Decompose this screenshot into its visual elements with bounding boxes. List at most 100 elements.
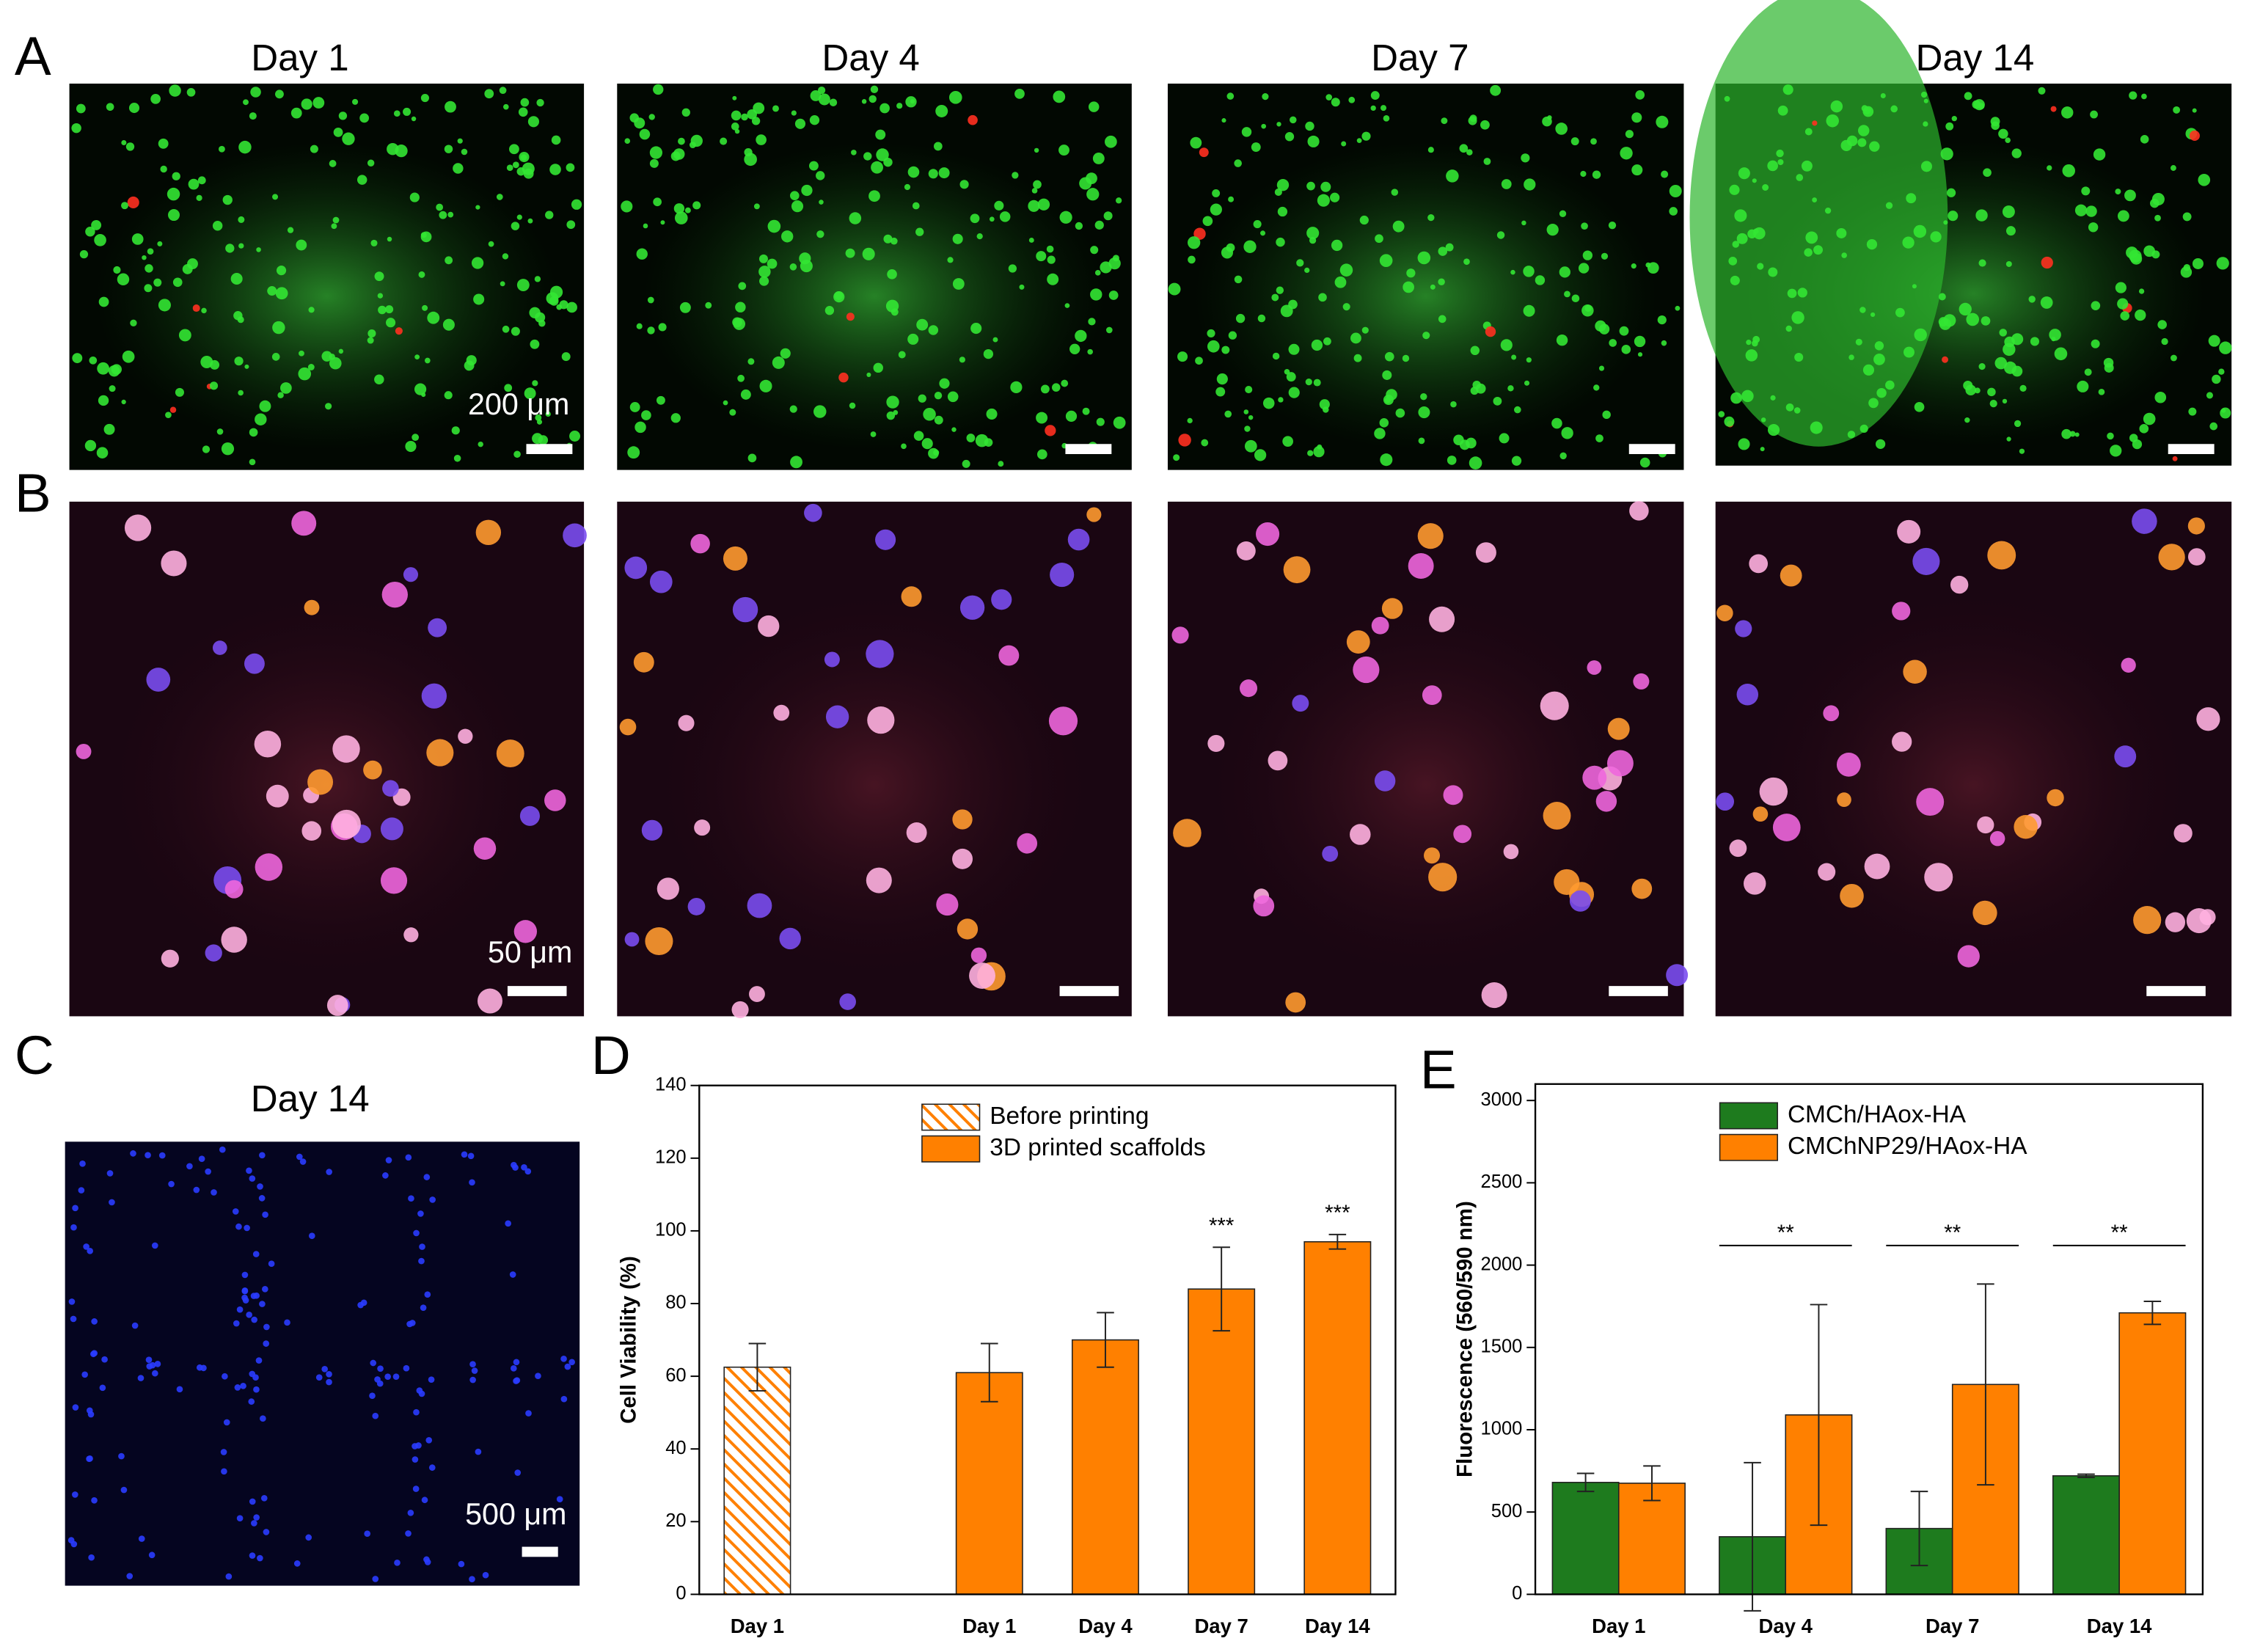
cell xyxy=(106,1170,114,1177)
cell xyxy=(367,159,375,167)
cell xyxy=(1629,501,1649,521)
cell xyxy=(656,395,665,405)
cell xyxy=(444,391,453,400)
cell xyxy=(633,651,654,673)
cell xyxy=(1384,351,1394,362)
cell xyxy=(512,161,519,169)
cell xyxy=(1943,220,1948,225)
cell xyxy=(883,157,893,167)
cell xyxy=(1468,116,1477,125)
panel-letter: E xyxy=(1420,1039,1457,1100)
cell xyxy=(913,431,924,441)
cell xyxy=(1254,449,1267,461)
cell xyxy=(106,103,114,112)
x-tick-label: Day 14 xyxy=(2087,1615,2152,1637)
cell xyxy=(382,780,399,797)
cell xyxy=(249,1175,256,1182)
cell xyxy=(678,714,695,731)
cell xyxy=(1661,170,1669,178)
cell xyxy=(1381,598,1403,619)
cell xyxy=(252,1251,260,1257)
cell xyxy=(634,117,646,129)
cell xyxy=(496,739,524,768)
error-bar xyxy=(1977,1283,1994,1486)
cell xyxy=(518,107,528,117)
cell xyxy=(1637,352,1643,357)
cell xyxy=(2132,508,2157,534)
cell xyxy=(307,769,334,795)
cell xyxy=(1228,196,1235,202)
cell xyxy=(1253,220,1262,229)
cell xyxy=(87,1411,95,1418)
cell xyxy=(545,211,554,219)
cell xyxy=(883,234,893,244)
scale-label: 200 μm xyxy=(468,387,569,421)
cell xyxy=(237,316,244,324)
image-glow xyxy=(1689,0,1948,447)
cell xyxy=(1607,717,1630,740)
cell xyxy=(756,134,767,145)
cell xyxy=(380,867,408,894)
cell xyxy=(779,927,801,950)
cell xyxy=(772,356,785,369)
scale-label: 500 μm xyxy=(465,1497,566,1531)
cell xyxy=(385,305,394,314)
cell xyxy=(649,158,659,168)
cell xyxy=(176,1386,183,1393)
cell xyxy=(473,293,485,305)
cell xyxy=(799,252,811,265)
y-axis-label: Cell Viability (%) xyxy=(617,1256,641,1424)
cell xyxy=(519,805,540,826)
panel-letter: C xyxy=(15,1024,54,1086)
cell xyxy=(395,145,408,158)
cell xyxy=(511,222,520,230)
cell xyxy=(499,87,507,95)
cell xyxy=(2085,205,2097,217)
cell xyxy=(2150,198,2160,208)
cell xyxy=(1846,135,1858,147)
cell xyxy=(904,183,911,191)
cell xyxy=(1094,270,1101,276)
cell xyxy=(308,1232,315,1240)
micrographs xyxy=(65,0,2232,1586)
cell xyxy=(79,249,89,259)
cell xyxy=(1036,251,1047,262)
cell xyxy=(418,1257,425,1265)
cell xyxy=(2115,189,2121,195)
cell xyxy=(1987,541,2016,570)
cell xyxy=(467,1152,475,1160)
cell xyxy=(1311,339,1323,351)
cell xyxy=(867,706,895,734)
cell xyxy=(513,920,538,943)
cell xyxy=(1304,267,1310,274)
cell xyxy=(1978,259,1986,267)
cell xyxy=(2061,106,2074,119)
cell xyxy=(733,318,746,330)
cell xyxy=(250,87,261,98)
cell xyxy=(1322,845,1339,862)
cell xyxy=(128,103,140,114)
micrograph xyxy=(617,501,1132,1018)
cell xyxy=(2014,815,2038,839)
cell xyxy=(535,414,542,421)
cell xyxy=(1256,522,1280,547)
cell xyxy=(1171,626,1189,644)
cell xyxy=(1730,275,1740,285)
cell xyxy=(329,357,342,370)
cell xyxy=(1923,98,1928,103)
cell xyxy=(1259,230,1266,236)
x-tick-label: Day 1 xyxy=(962,1615,1016,1637)
cell xyxy=(819,200,824,205)
cell xyxy=(71,123,81,134)
cell xyxy=(2120,311,2130,321)
cell xyxy=(221,442,235,456)
legend-label: CMCh/HAox-HA xyxy=(1788,1101,1967,1128)
significance: ** xyxy=(1777,1221,1794,1245)
cell xyxy=(154,1361,161,1367)
error-bar xyxy=(1328,1233,1347,1250)
cell xyxy=(866,867,892,893)
cell xyxy=(1309,237,1317,244)
cell xyxy=(1524,178,1536,191)
cell xyxy=(1787,288,1797,299)
cell xyxy=(427,311,440,324)
